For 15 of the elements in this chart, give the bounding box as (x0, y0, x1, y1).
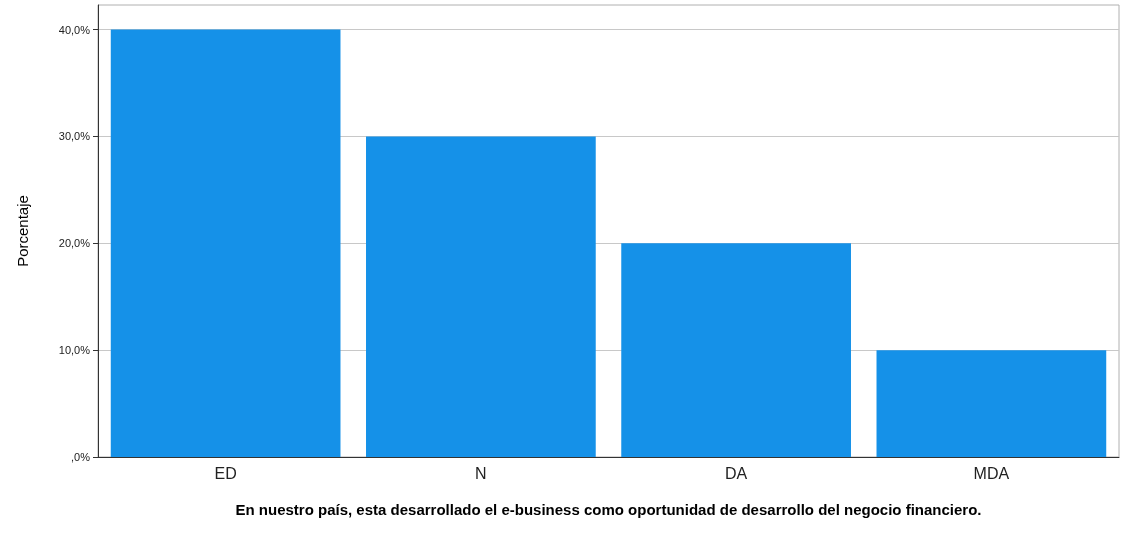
x-tick-label: MDA (973, 464, 1010, 482)
y-tick-label: 40,0% (58, 23, 91, 36)
bar (110, 29, 341, 457)
y-axis-title: Porcentaje (14, 195, 31, 267)
x-axis-title: En nuestro país, esta desarrollado el e-business como oportunidad de desarrollo del negocio financiero. (235, 501, 982, 518)
y-tick-label: 20,0% (58, 237, 91, 250)
x-tick-label: DA (725, 464, 748, 482)
bar (876, 350, 1107, 457)
x-tick-label: N (475, 464, 487, 482)
bar (366, 136, 596, 457)
y-tick-label: 30,0% (58, 130, 91, 143)
y-tick-label: 10,0% (58, 344, 91, 357)
bar (621, 243, 851, 457)
x-tick-label: ED (214, 464, 237, 482)
y-tick-label: ,0% (71, 451, 91, 463)
